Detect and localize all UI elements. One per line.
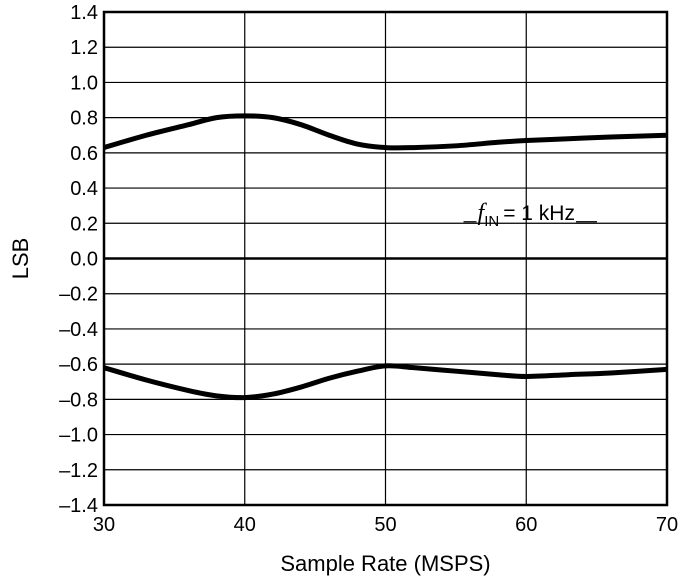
x-tick-label: 30 — [93, 514, 115, 536]
y-tick-label: 0.6 — [70, 143, 98, 165]
x-tick-label: 40 — [234, 514, 256, 536]
y-tick-label: –1.0 — [59, 425, 98, 447]
annotation-text: = 1 kHz — [503, 202, 575, 225]
x-tick-label: 70 — [656, 514, 678, 536]
series-line-min — [103, 363, 668, 401]
y-tick-label: 1.0 — [70, 72, 98, 94]
y-tick-label: 0.4 — [70, 178, 98, 200]
plot-frame — [102, 10, 669, 507]
annotation-layer: fIN = 1 kHz — [463, 200, 597, 230]
y-tick-label: –1.2 — [59, 460, 98, 482]
y-tick-label: –0.2 — [59, 284, 98, 306]
annotation-symbol: f — [478, 200, 488, 226]
x-axis-label: Sample Rate (MSPS) — [280, 551, 490, 576]
y-tick-label: –1.4 — [59, 495, 98, 517]
annotation-subscript: IN — [484, 213, 499, 230]
y-tick-label: 0.8 — [70, 108, 98, 130]
series-layer — [103, 113, 668, 401]
series-line-max — [103, 113, 668, 151]
y-tick-label: 0.2 — [70, 213, 98, 235]
y-tick-label: 1.4 — [70, 2, 98, 24]
y-axis-label: LSB — [8, 238, 33, 280]
y-tick-label: 1.2 — [70, 37, 98, 59]
y-tick-label: –0.8 — [59, 389, 98, 411]
y-tick-label: –0.4 — [59, 319, 98, 341]
y-axis-ticks: 1.4 1.2 1.0 0.8 0.6 0.4 0.2 0.0 –0.2 –0.4 –0.6 –0.8… — [59, 2, 98, 517]
annotation-label: fIN = 1 kHz — [478, 200, 575, 230]
x-tick-label: 60 — [515, 514, 537, 536]
y-tick-label: –0.6 — [59, 354, 98, 376]
y-tick-label: 0.0 — [70, 249, 98, 271]
x-axis-ticks: 30 40 50 60 70 — [93, 514, 678, 536]
x-tick-label: 50 — [374, 514, 396, 536]
grid — [103, 11, 668, 506]
